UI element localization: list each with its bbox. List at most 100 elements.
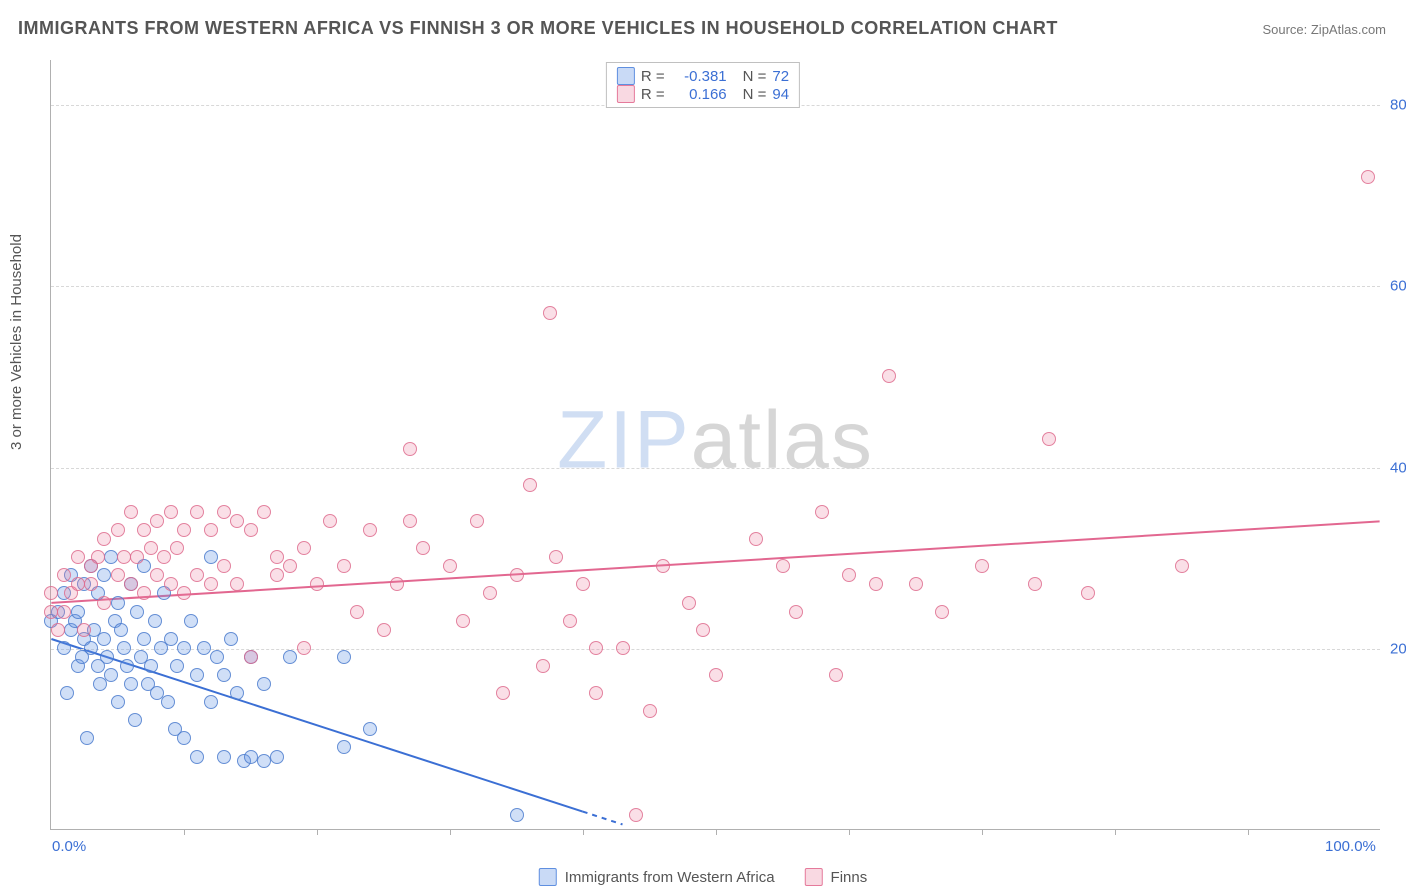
data-point <box>114 623 128 637</box>
data-point <box>589 641 603 655</box>
data-point <box>536 659 550 673</box>
data-point <box>470 514 484 528</box>
data-point <box>283 559 297 573</box>
data-point <box>130 550 144 564</box>
data-point <box>1042 432 1056 446</box>
data-point <box>776 559 790 573</box>
data-point <box>111 695 125 709</box>
data-point <box>190 668 204 682</box>
r-value: -0.381 <box>671 68 727 85</box>
data-point <box>443 559 457 573</box>
n-label: N = <box>743 68 767 85</box>
data-point <box>483 586 497 600</box>
data-point <box>111 568 125 582</box>
x-tick <box>450 829 451 835</box>
data-point <box>323 514 337 528</box>
data-point <box>71 605 85 619</box>
data-point <box>270 550 284 564</box>
data-point <box>815 505 829 519</box>
data-point <box>230 577 244 591</box>
data-point <box>204 550 218 564</box>
data-point <box>137 523 151 537</box>
data-point <box>456 614 470 628</box>
data-point <box>71 577 85 591</box>
data-point <box>100 650 114 664</box>
legend-label: Immigrants from Western Africa <box>565 869 775 886</box>
data-point <box>230 514 244 528</box>
data-point <box>137 632 151 646</box>
data-point <box>130 605 144 619</box>
data-point <box>1175 559 1189 573</box>
legend-stats-box: R =-0.381N =72R =0.166N =94 <box>606 62 800 108</box>
data-point <box>128 713 142 727</box>
data-point <box>935 605 949 619</box>
data-point <box>84 577 98 591</box>
r-label: R = <box>641 68 665 85</box>
data-point <box>257 677 271 691</box>
data-point <box>842 568 856 582</box>
r-value: 0.166 <box>671 86 727 103</box>
data-point <box>749 532 763 546</box>
data-point <box>51 623 65 637</box>
plot-area: ZIPatlas 20.0%40.0%60.0%80.0% <box>50 60 1380 830</box>
data-point <box>77 623 91 637</box>
data-point <box>150 568 164 582</box>
r-label: R = <box>641 86 665 103</box>
data-point <box>170 659 184 673</box>
data-point <box>84 641 98 655</box>
x-tick-label: 0.0% <box>52 838 86 855</box>
y-tick-label: 40.0% <box>1390 459 1406 476</box>
data-point <box>882 369 896 383</box>
data-point <box>510 808 524 822</box>
data-point <box>543 306 557 320</box>
legend-swatch <box>805 868 823 886</box>
data-point <box>403 514 417 528</box>
data-point <box>224 632 238 646</box>
x-tick <box>317 829 318 835</box>
data-point <box>643 704 657 718</box>
data-point <box>177 731 191 745</box>
data-point <box>44 605 58 619</box>
data-point <box>337 650 351 664</box>
data-point <box>80 731 94 745</box>
chart-title: IMMIGRANTS FROM WESTERN AFRICA VS FINNIS… <box>18 18 1058 39</box>
legend-stat-row: R =0.166N =94 <box>617 85 789 103</box>
legend-swatch <box>617 85 635 103</box>
data-point <box>1028 577 1042 591</box>
data-point <box>177 523 191 537</box>
data-point <box>97 632 111 646</box>
data-point <box>164 505 178 519</box>
data-point <box>170 541 184 555</box>
data-point <box>104 550 118 564</box>
data-point <box>60 686 74 700</box>
data-point <box>164 632 178 646</box>
data-point <box>549 550 563 564</box>
data-point <box>244 750 258 764</box>
data-point <box>616 641 630 655</box>
data-point <box>709 668 723 682</box>
data-point <box>416 541 430 555</box>
data-point <box>97 532 111 546</box>
legend-swatch <box>617 67 635 85</box>
data-point <box>150 514 164 528</box>
data-point <box>390 577 404 591</box>
legend-stat-row: R =-0.381N =72 <box>617 67 789 85</box>
data-point <box>104 668 118 682</box>
data-point <box>869 577 883 591</box>
legend-label: Finns <box>831 869 868 886</box>
trend-lines <box>51 60 1380 829</box>
data-point <box>124 505 138 519</box>
data-point <box>124 677 138 691</box>
x-tick-label: 100.0% <box>1325 838 1376 855</box>
data-point <box>563 614 577 628</box>
data-point <box>97 568 111 582</box>
data-point <box>204 695 218 709</box>
data-point <box>57 568 71 582</box>
data-point <box>144 659 158 673</box>
data-point <box>210 650 224 664</box>
data-point <box>57 641 71 655</box>
x-tick <box>1248 829 1249 835</box>
data-point <box>403 442 417 456</box>
y-tick-label: 80.0% <box>1390 97 1406 114</box>
x-tick <box>849 829 850 835</box>
